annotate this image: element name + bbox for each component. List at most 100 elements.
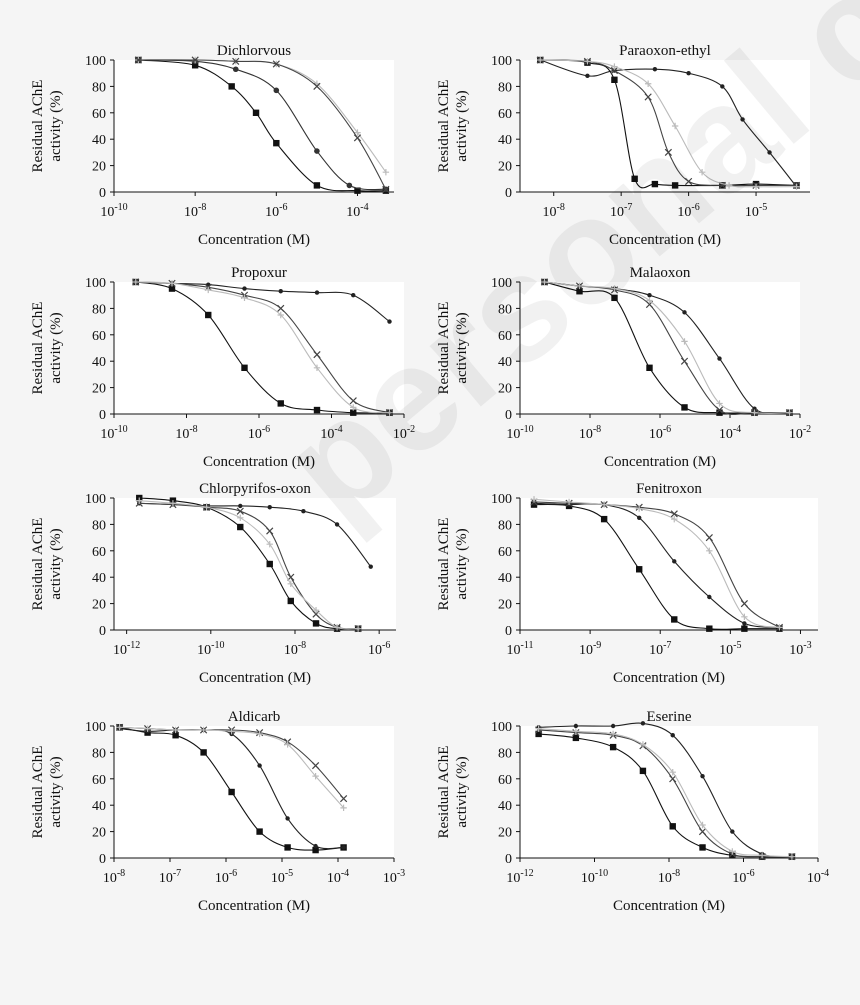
y-tick-label: 100 — [491, 720, 512, 735]
data-point — [284, 741, 291, 748]
y-tick-label: 40 — [92, 571, 106, 586]
x-tick-label: 10-8 — [579, 424, 601, 442]
y-tick-label: 40 — [92, 355, 106, 370]
data-point — [340, 804, 347, 812]
data-point — [351, 293, 356, 298]
data-point — [707, 594, 712, 600]
data-point — [200, 749, 207, 756]
data-point — [134, 56, 142, 64]
x-tick-label: 10-12 — [113, 640, 140, 658]
y-tick-label: 100 — [85, 492, 106, 507]
y-tick-label: 20 — [92, 826, 106, 841]
data-point — [565, 498, 573, 506]
data-point — [191, 62, 199, 69]
y-axis-label: activity (%) — [48, 90, 64, 161]
y-tick-label: 20 — [498, 826, 512, 841]
y-axis-label: activity (%) — [48, 312, 64, 383]
data-point — [313, 350, 321, 359]
data-point — [585, 73, 590, 79]
plot-area — [520, 282, 800, 414]
x-tick-label: 10-10 — [100, 202, 127, 220]
data-point — [339, 794, 348, 803]
data-point — [256, 730, 263, 738]
y-axis-label: activity (%) — [48, 756, 64, 827]
x-tick-label: 10-8 — [103, 868, 125, 886]
data-point — [284, 844, 291, 851]
data-point — [313, 364, 321, 371]
data-point — [652, 67, 658, 72]
y-tick-label: 80 — [92, 80, 106, 95]
y-tick-label: 80 — [92, 518, 106, 533]
x-tick-label: 10-8 — [658, 868, 680, 886]
data-point — [277, 311, 284, 319]
data-point — [312, 620, 320, 627]
plot-area — [520, 726, 818, 858]
data-point — [353, 134, 362, 142]
x-tick-label: 10-4 — [327, 868, 349, 886]
plot-area — [520, 60, 810, 192]
y-tick-label: 20 — [92, 598, 106, 613]
data-point — [600, 515, 608, 523]
data-point — [535, 725, 542, 732]
chart-title: Aldicarb — [228, 709, 280, 725]
x-tick-label: 10-10 — [100, 424, 127, 442]
data-point — [368, 564, 373, 569]
y-tick-label: 40 — [498, 133, 512, 148]
data-point — [242, 286, 247, 291]
data-series-4 — [116, 724, 347, 812]
chart-title: Paraoxon-ethyl — [619, 43, 711, 59]
data-point — [346, 182, 353, 189]
x-tick-label: 10-5 — [719, 640, 741, 658]
y-axis-label: Residual AChE — [30, 302, 46, 395]
data-point — [671, 122, 679, 130]
data-point — [644, 93, 652, 101]
data-point — [776, 624, 783, 631]
data-series-4 — [537, 56, 800, 190]
y-tick-label: 80 — [498, 302, 512, 317]
data-point — [228, 728, 235, 735]
data-point — [350, 404, 357, 411]
x-tick-label: 10-9 — [579, 640, 601, 658]
data-point — [699, 821, 706, 829]
series-line — [534, 501, 780, 628]
y-tick-label: 40 — [92, 799, 106, 814]
data-point — [236, 507, 244, 515]
chart-panel-2: Paraoxon-ethyl 0 20 40 60 80 100 10-8 10-7 10-6 10… — [436, 43, 810, 248]
y-tick-label: 80 — [498, 80, 512, 95]
data-point — [144, 725, 151, 732]
chart-title: Chlorpyrifos-oxon — [199, 481, 311, 497]
y-tick-label: 100 — [85, 720, 106, 735]
data-point — [647, 293, 652, 298]
chart-title: Dichlorvous — [217, 43, 291, 59]
data-point — [203, 504, 210, 511]
data-series-4 — [136, 497, 362, 632]
y-axis-label: activity (%) — [454, 756, 470, 827]
data-point — [788, 853, 796, 860]
data-point — [670, 733, 675, 738]
data-point — [669, 775, 677, 783]
y-tick-label: 80 — [92, 302, 106, 317]
data-point — [682, 310, 687, 315]
x-tick-label: 10-6 — [649, 424, 671, 442]
x-axis-label: Concentration (M) — [198, 898, 310, 914]
x-tick-label: 10-4 — [807, 868, 829, 886]
data-point — [237, 514, 244, 521]
data-point — [312, 772, 319, 780]
y-tick-label: 80 — [498, 518, 512, 533]
data-point — [717, 356, 722, 361]
y-tick-label: 0 — [505, 186, 512, 201]
data-point — [349, 397, 357, 405]
data-point — [312, 607, 320, 614]
data-point — [257, 763, 262, 768]
data-point — [646, 364, 653, 371]
data-point — [576, 288, 583, 295]
data-point — [238, 503, 243, 509]
y-axis-label: Residual AChE — [436, 302, 452, 395]
x-tick-label: 10-10 — [581, 868, 608, 886]
y-tick-label: 0 — [505, 408, 512, 423]
chart-panel-6: Fenitroxon 0 20 40 60 80 100 10-11 10-9 10-7 10-5 1… — [436, 481, 818, 686]
data-point — [715, 406, 724, 414]
data-point — [741, 625, 748, 632]
y-tick-label: 80 — [92, 746, 106, 761]
